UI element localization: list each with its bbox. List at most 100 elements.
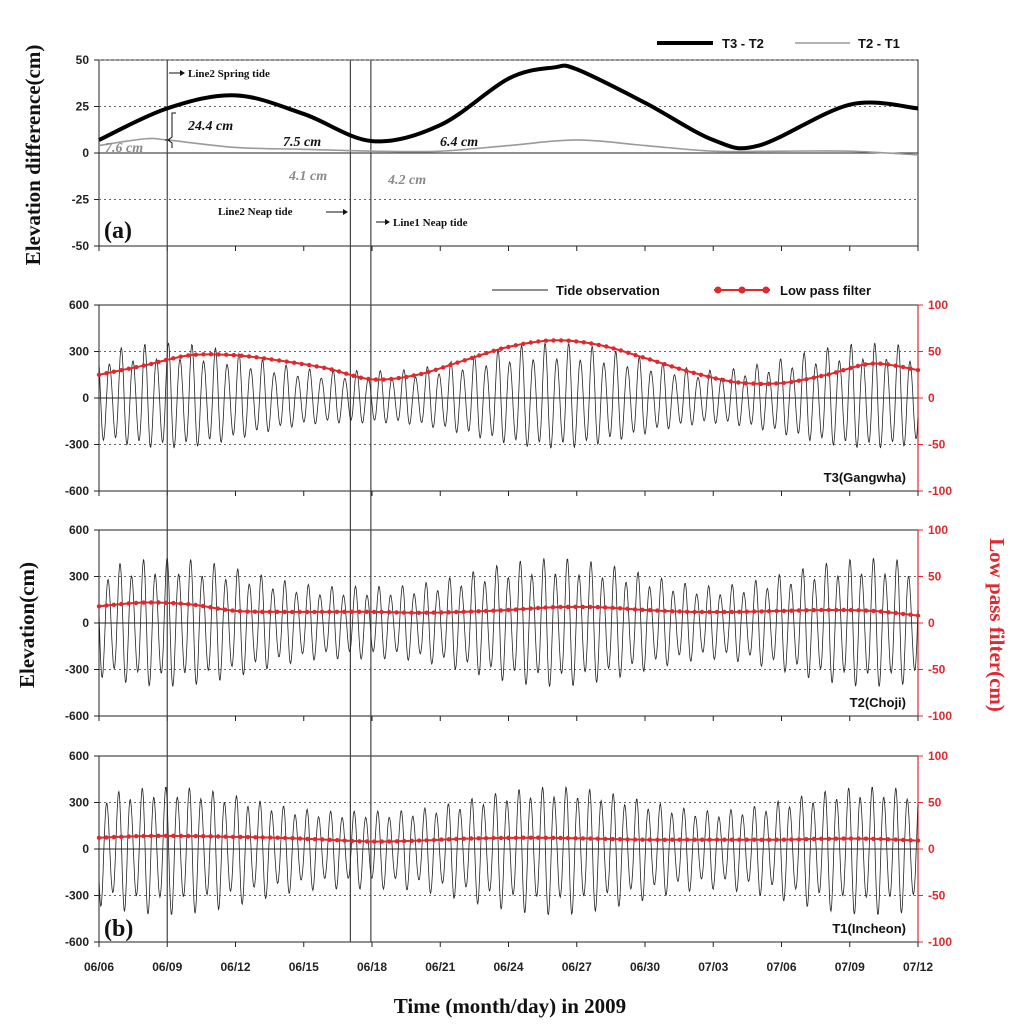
legend-t2-t1-label: T2 - T1 — [858, 36, 900, 51]
lowpass-point — [416, 610, 422, 615]
lowpass-point — [878, 609, 884, 614]
lowpass-point — [640, 355, 645, 360]
lowpass-point — [528, 835, 533, 840]
y-tick-label: 600 — [69, 523, 89, 537]
lowpass-point — [379, 839, 385, 844]
lowpass-point — [342, 838, 347, 843]
lowpass-point — [96, 835, 102, 840]
lowpass-point — [618, 348, 624, 353]
lowpass-point — [104, 603, 109, 608]
lowpass-point — [394, 839, 399, 844]
lowpass-point — [351, 373, 356, 378]
lowpass-point — [565, 835, 571, 841]
lowpass-point — [148, 600, 154, 605]
lowpass-point — [462, 358, 467, 363]
lowpass-point — [841, 368, 846, 373]
lowpass-point — [193, 833, 198, 839]
lowpass-point — [632, 607, 638, 612]
lowpass-point — [404, 374, 409, 380]
lowpass-point — [581, 340, 586, 345]
lowpass-point — [513, 343, 518, 348]
lowpass-point — [707, 609, 712, 615]
lowpass-point — [379, 609, 384, 615]
lowpass-point — [215, 606, 220, 611]
lowpass-point — [461, 609, 466, 614]
lowpass-point — [573, 836, 578, 841]
lowpass-point — [261, 356, 267, 361]
y-tick-label: 300 — [69, 345, 89, 359]
lowpass-point — [104, 835, 109, 840]
neap1-arrow-head — [385, 219, 390, 225]
lowpass-point — [878, 361, 883, 366]
y-right-tick-label: -50 — [928, 889, 946, 903]
lowpass-point — [411, 373, 416, 378]
lowpass-point — [617, 837, 623, 842]
panel-label-a: (a) — [104, 218, 132, 244]
lowpass-point — [401, 610, 407, 615]
lowpass-point — [222, 607, 228, 612]
y-tick-label: -25 — [72, 193, 90, 207]
lowpass-point — [558, 835, 563, 841]
y-tick-label: 600 — [69, 298, 89, 312]
lowpass-point — [804, 608, 809, 613]
lowpass-point — [469, 355, 475, 361]
lowpass-point — [647, 608, 653, 613]
lowpass-point — [558, 604, 563, 610]
annotation-4: 4.1 cm — [288, 169, 327, 184]
lowpass-point — [268, 835, 273, 840]
lowpass-point — [282, 609, 287, 615]
lowpass-point — [476, 609, 481, 614]
lowpass-point — [833, 370, 839, 375]
lowpass-point — [476, 836, 481, 841]
lowpass-point — [260, 835, 265, 840]
lowpass-point — [610, 605, 615, 610]
tide-observation-line — [98, 558, 919, 687]
lowpass-point — [119, 601, 124, 607]
lowpass-point — [565, 604, 571, 610]
lowpass-point — [713, 376, 718, 381]
lowpass-point — [603, 605, 608, 610]
lowpass-point — [811, 607, 817, 613]
lowpass-point — [685, 837, 690, 842]
x-tick-label: 07/06 — [766, 960, 796, 974]
lowpass-point — [245, 834, 251, 840]
lowpass-point — [252, 609, 258, 614]
lowpass-point — [826, 836, 831, 841]
lowpass-point — [483, 836, 489, 841]
lowpass-point — [335, 838, 340, 843]
annotation-1: 7.6 cm — [105, 141, 143, 156]
legend-lowpass-label: Low pass filter — [780, 283, 871, 298]
lowpass-point — [134, 365, 139, 370]
lowpass-point — [416, 838, 422, 843]
lowpass-point — [766, 381, 771, 386]
lowpass-point — [655, 837, 660, 842]
panel-2: 600 300 0 -300 -600 100 50 0 -50 -100 — [65, 523, 952, 723]
lowpass-point — [588, 604, 593, 610]
lowpass-point — [804, 377, 809, 382]
y-right-tick-label: 100 — [928, 749, 948, 763]
legend-lowpass-dot — [714, 286, 722, 294]
lowpass-point — [826, 372, 831, 377]
lowpass-point — [357, 609, 362, 614]
lowpass-point — [596, 342, 601, 348]
lowpass-point — [426, 369, 431, 375]
lowpass-point — [230, 834, 236, 840]
lowpass-point — [819, 836, 824, 841]
y-tick-label: -50 — [72, 239, 90, 253]
lowpass-point — [498, 835, 504, 841]
lowpass-point — [149, 361, 154, 367]
lowpass-point — [870, 361, 876, 366]
lowpass-point — [848, 836, 854, 841]
lowpass-point — [336, 369, 342, 374]
lowpass-point — [751, 381, 756, 386]
lowpass-point — [729, 609, 734, 615]
lowpass-point — [276, 358, 282, 363]
left-axis-label: Elevation(cm) — [15, 562, 39, 688]
x-tick-label: 07/09 — [835, 960, 865, 974]
lowpass-point — [886, 837, 891, 842]
y-tick-label: 0 — [82, 842, 89, 856]
lowpass-point — [282, 835, 288, 841]
lowpass-point — [640, 607, 645, 612]
lowpass-point — [327, 609, 332, 614]
